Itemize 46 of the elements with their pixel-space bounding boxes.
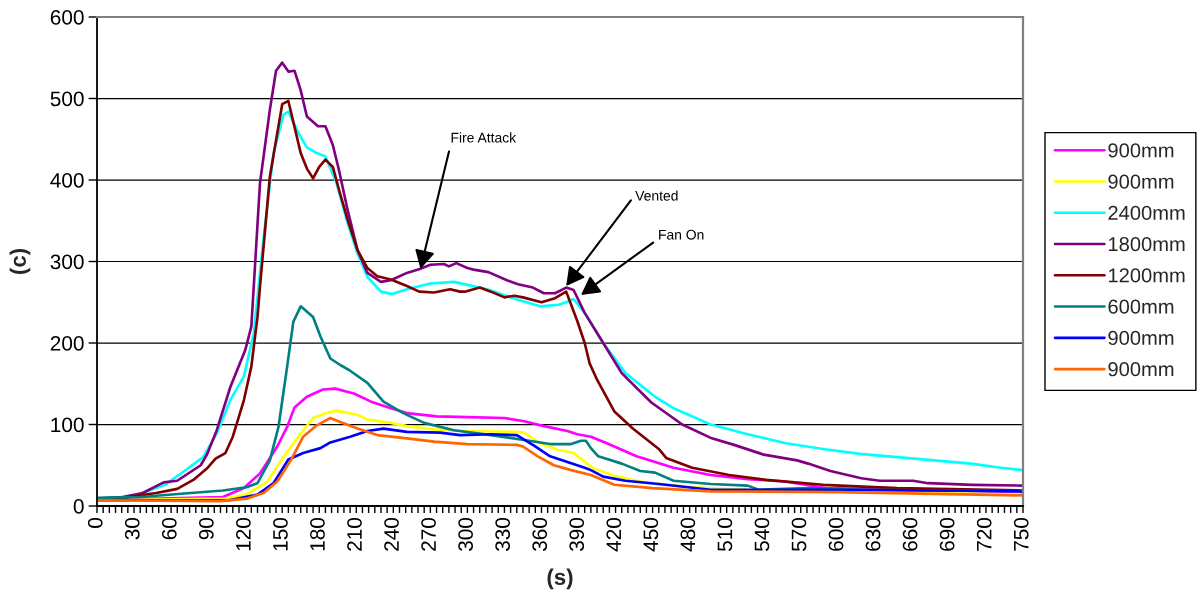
x-tick-label: 420 (606, 517, 622, 552)
x-tick-label: 30 (124, 517, 140, 540)
y-tick-label: 400 (50, 173, 84, 188)
annotation: Vented (635, 190, 678, 201)
y-tick-label: 500 (50, 91, 84, 107)
x-tick-label: 510 (717, 517, 733, 552)
legend-label: 1200mm (1108, 268, 1185, 283)
x-tick-label: 330 (495, 517, 511, 552)
x-axis-title: (s) (547, 568, 573, 590)
x-tick-label: 360 (532, 517, 548, 552)
x-tick-label: 450 (643, 517, 659, 552)
x-tick-label: 120 (236, 517, 251, 551)
annotation: Fire Attack (451, 132, 517, 143)
x-tick-label: 390 (569, 517, 585, 552)
x-tick-label: 180 (310, 517, 325, 551)
x-tick-label: 60 (161, 517, 177, 540)
legend-label: 900mm (1108, 143, 1174, 158)
legend-label: 600mm (1108, 299, 1174, 314)
x-tick-label: 720 (976, 517, 992, 551)
x-tick-label: 210 (347, 517, 362, 551)
y-tick-label: 600 (50, 10, 84, 25)
x-tick-label: 660 (902, 517, 918, 551)
annotation: Fan On (659, 229, 704, 240)
y-tick-label: 100 (51, 417, 84, 433)
legend-label: 900mm (1108, 330, 1174, 346)
x-tick-label: 540 (754, 517, 770, 552)
x-tick-label: 0 (87, 517, 103, 528)
x-tick-label: 750 (1013, 517, 1029, 551)
x-tick-label: 90 (198, 517, 214, 540)
x-tick-label: 600 (828, 517, 844, 551)
x-tick-label: 570 (791, 517, 807, 552)
y-tick-label: 0 (73, 499, 84, 514)
x-tick-label: 270 (421, 517, 436, 551)
legend-label: 900mm (1108, 174, 1174, 189)
legend-label: 900mm (1108, 362, 1174, 377)
y-tick-label: 300 (50, 254, 84, 270)
x-tick-label: 480 (680, 517, 696, 552)
x-tick-label: 300 (458, 517, 473, 552)
legend-label: 1800mm (1108, 237, 1185, 252)
legend-label: 2400mm (1108, 205, 1185, 221)
x-tick-label: 150 (273, 517, 288, 551)
x-tick-label: 630 (865, 517, 881, 551)
y-axis-title: (c) (9, 249, 31, 274)
y-tick-label: 200 (50, 336, 84, 351)
x-tick-label: 240 (384, 517, 399, 551)
x-tick-label: 690 (939, 517, 955, 551)
